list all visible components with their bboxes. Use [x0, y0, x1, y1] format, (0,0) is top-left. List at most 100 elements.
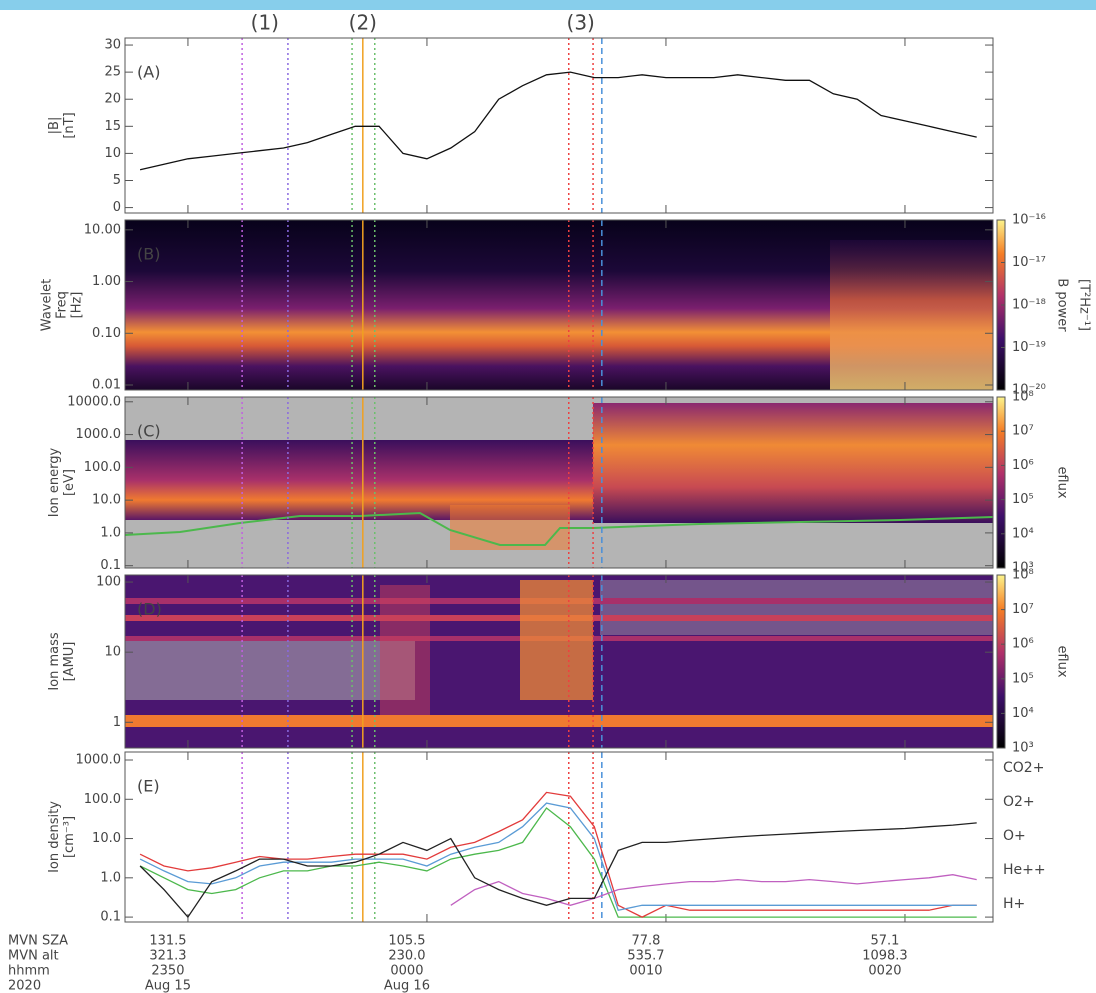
legend-label: He++ [1003, 862, 1046, 878]
legend-label: O2+ [1003, 794, 1035, 810]
y-axis-label: Freq [55, 291, 70, 319]
y-axis-label: |B| [47, 117, 62, 135]
x-tick-label: 0020 [868, 964, 901, 979]
x-tick-label: 535.7 [627, 949, 664, 964]
colorbar-tick-label: 10⁻¹⁶ [1012, 213, 1046, 228]
x-tick-label: 57.1 [870, 934, 899, 949]
panel-label: (A) [137, 63, 160, 82]
colorbar-tick-label: 10⁻¹⁷ [1012, 255, 1046, 270]
event-label: (2) [349, 11, 377, 35]
y-axis-label: [Hz] [70, 292, 85, 319]
spectrogram-d-stripe [125, 715, 993, 727]
data-line [139, 791, 977, 918]
y-axis-label: Ion density [47, 801, 62, 873]
top-bar [0, 0, 1096, 10]
data-line [139, 71, 977, 171]
legend-label: CO2+ [1003, 760, 1044, 776]
panel-label: (D) [137, 600, 162, 619]
colorbar-tick-label: 10⁻¹⁸ [1012, 298, 1046, 313]
panel-label: (C) [137, 422, 161, 441]
y-tick-label: 1 [113, 715, 121, 730]
colorbar-tick-label: 10⁷ [1012, 424, 1034, 439]
x-tick-label: Aug 16 [384, 979, 430, 993]
y-tick-label: 0.10 [92, 326, 121, 341]
spectrogram-d-burst [520, 580, 593, 700]
event-label: (1) [251, 11, 279, 35]
colorbar-tick-label: 10⁸ [1012, 568, 1034, 583]
y-tick-label: 15 [104, 119, 121, 134]
spectrogram-d-gray [600, 580, 993, 635]
colorbar-tick-label: 10³ [1012, 741, 1034, 756]
colorbar-tick-label: 10⁵ [1012, 671, 1034, 686]
time-row-label: 2020 [8, 979, 41, 993]
y-tick-label: 25 [104, 65, 121, 80]
y-axis-label: [AMU] [62, 642, 77, 682]
y-axis-label: Wavelet [40, 279, 55, 331]
colorbar-tick-label: 10⁶ [1012, 458, 1034, 473]
x-tick-label: 230.0 [388, 949, 425, 964]
y-axis-label: [nT] [62, 112, 77, 138]
x-tick-label: 1098.3 [862, 949, 908, 964]
spectrogram-c-right [593, 403, 993, 523]
y-axis-label: [eV] [62, 469, 77, 496]
colorbar-tick-label: 10⁻¹⁹ [1012, 340, 1046, 355]
spectrogram-d-burst [380, 585, 430, 715]
y-tick-label: 1000.0 [76, 753, 122, 768]
colorbar-tick-label: 10⁴ [1012, 706, 1034, 721]
y-tick-label: 100.0 [84, 460, 121, 475]
y-tick-label: 20 [104, 92, 121, 107]
colorbar [996, 574, 1006, 749]
spectrogram-c-band [450, 505, 570, 550]
y-axis-label: Ion mass [47, 632, 62, 691]
y-axis-label: [cm⁻³] [62, 816, 77, 858]
y-tick-label: 0.1 [100, 558, 121, 573]
x-tick-label: 321.3 [149, 949, 186, 964]
data-line [139, 822, 977, 919]
y-tick-label: 0.01 [92, 377, 121, 392]
x-tick-label: 0010 [629, 964, 662, 979]
colorbar-label: B power [1055, 278, 1070, 332]
legend-label: O+ [1003, 828, 1026, 844]
colorbar-tick-label: 10⁵ [1012, 492, 1034, 507]
y-tick-label: 10 [104, 146, 121, 161]
y-tick-label: 10.0 [92, 493, 121, 508]
colorbar-label: [T²Hz⁻¹] [1077, 279, 1092, 331]
time-row-label: MVN alt [8, 949, 59, 964]
y-tick-label: 100.0 [84, 792, 121, 807]
time-row-label: MVN SZA [8, 934, 68, 949]
panel-frame [124, 574, 994, 749]
y-tick-label: 0.1 [100, 910, 121, 925]
spectrogram-b-burst [830, 240, 993, 390]
colorbar-tick-label: 10⁸ [1012, 390, 1034, 405]
y-tick-label: 10 [104, 645, 121, 660]
colorbar-label: eflux [1055, 466, 1070, 498]
spectrogram-c-edge [124, 511, 994, 546]
y-tick-label: 5 [113, 173, 121, 188]
y-tick-label: 10.0 [92, 831, 121, 846]
x-tick-label: 0000 [390, 964, 423, 979]
x-tick-label: 131.5 [149, 934, 186, 949]
panel-frame [124, 37, 994, 214]
x-tick-label: Aug 15 [145, 979, 191, 993]
panel-frame [124, 396, 994, 569]
panel-label: (B) [137, 245, 160, 264]
x-tick-label: 105.5 [388, 934, 425, 949]
y-tick-label: 1.00 [92, 274, 121, 289]
panel-label: (E) [137, 777, 160, 796]
colorbar-tick-label: 10³ [1012, 561, 1034, 576]
y-tick-label: 30 [104, 38, 121, 53]
x-tick-label: 2350 [151, 964, 184, 979]
y-tick-label: 1000.0 [76, 427, 122, 442]
colorbar [996, 396, 1006, 569]
y-tick-label: 1.0 [100, 870, 121, 885]
y-tick-label: 0 [113, 200, 121, 215]
panel-frame [124, 219, 994, 391]
data-line [139, 802, 977, 911]
colorbar-tick-label: 10⁴ [1012, 526, 1034, 541]
time-row-label: hhmm [8, 964, 50, 979]
y-tick-label: 10.00 [84, 222, 121, 237]
panel-frame [124, 751, 994, 923]
colorbar-tick-label: 10⁻²⁰ [1012, 383, 1046, 398]
y-tick-label: 100 [96, 575, 121, 590]
